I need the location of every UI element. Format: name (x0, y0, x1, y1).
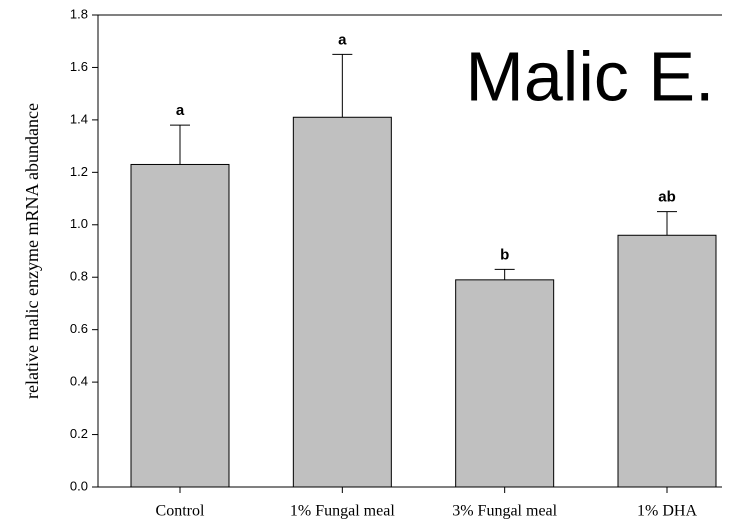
x-tick-label: 1% Fungal meal (290, 503, 395, 520)
y-tick-label: 1.8 (70, 6, 88, 21)
x-tick-label: Control (156, 503, 205, 520)
y-tick-label: 0.6 (70, 321, 88, 336)
x-tick-label: 1% DHA (637, 503, 697, 520)
y-tick-label: 1.4 (70, 111, 88, 126)
y-tick-label: 1.0 (70, 216, 88, 231)
significance-letter: a (338, 31, 347, 48)
y-axis-label: relative malic enzyme mRNA abundance (22, 103, 42, 399)
y-tick-label: 0.0 (70, 478, 88, 493)
error-bar (332, 53, 353, 118)
y-tick-label: 0.4 (70, 374, 88, 389)
bar (455, 279, 555, 488)
chart-annotation: Malic E. (466, 37, 715, 115)
y-tick-label: 0.2 (70, 426, 88, 441)
x-tick-label: 3% Fungal meal (452, 503, 557, 520)
significance-letter: a (176, 102, 185, 119)
bar (292, 116, 392, 488)
y-tick-label: 0.8 (70, 269, 88, 284)
error-bar (170, 124, 190, 165)
y-tick-label: 1.2 (70, 164, 88, 179)
bar (130, 163, 230, 488)
significance-letter: ab (658, 189, 676, 206)
error-bar (657, 211, 677, 236)
bar (617, 234, 717, 488)
y-tick-label: 1.6 (70, 59, 88, 74)
significance-letter: b (500, 246, 509, 263)
error-bar (494, 268, 515, 280)
